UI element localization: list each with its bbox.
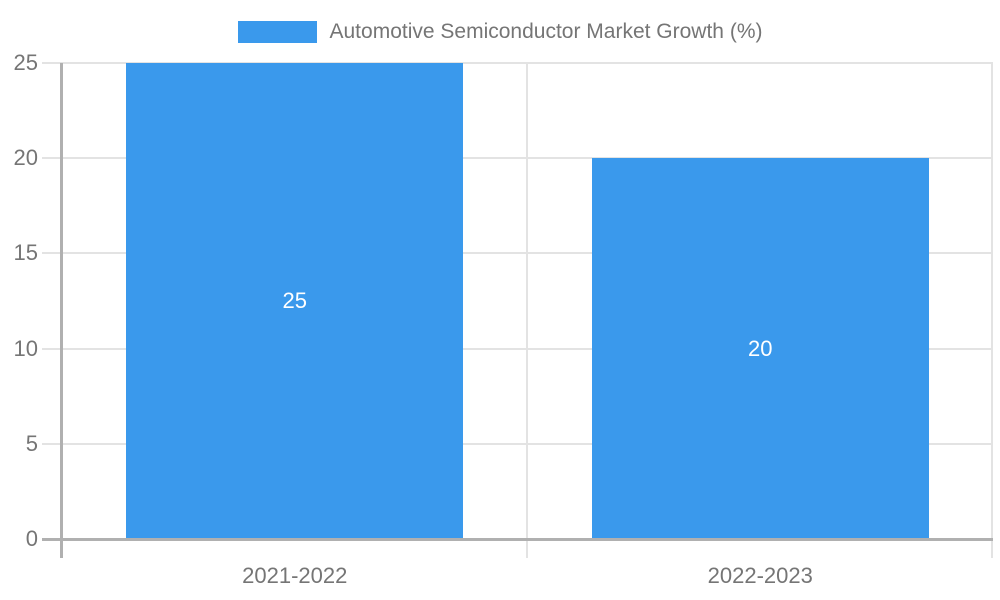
gridline-horizontal xyxy=(62,442,993,445)
chart-legend[interactable]: Automotive Semiconductor Market Growth (… xyxy=(0,21,1000,43)
legend-label: Automotive Semiconductor Market Growth (… xyxy=(329,20,763,43)
y-axis-tick-label: 10 xyxy=(13,335,38,361)
bar-2021-2022[interactable] xyxy=(126,63,463,539)
gridline-horizontal xyxy=(62,252,993,255)
y-axis-tick-label: 20 xyxy=(13,145,38,171)
y-axis-tick xyxy=(42,252,62,255)
gridline-horizontal xyxy=(62,62,993,64)
y-axis-tick xyxy=(42,442,62,445)
x-axis-category-label: 2022-2023 xyxy=(707,563,813,588)
y-axis-tick xyxy=(42,347,62,350)
bar-2022-2023[interactable] xyxy=(592,158,929,539)
y-axis-tick xyxy=(42,62,62,64)
y-axis-tick-label: 25 xyxy=(13,50,38,75)
y-axis-tick-label: 5 xyxy=(25,430,38,456)
y-axis-tick-label: 0 xyxy=(25,526,38,551)
x-axis-category-label: 2021-2022 xyxy=(242,563,348,588)
legend-swatch xyxy=(237,21,317,43)
gridline-vertical xyxy=(525,63,528,558)
gridline-vertical xyxy=(991,63,993,558)
bar-value-label: 20 xyxy=(748,335,773,361)
y-axis-tick xyxy=(42,157,62,160)
bar-value-label: 25 xyxy=(282,288,307,313)
x-axis-line xyxy=(42,538,993,541)
y-axis-tick-label: 15 xyxy=(13,240,38,266)
gridline-horizontal xyxy=(62,347,993,350)
gridline-horizontal xyxy=(62,157,993,160)
y-axis-line xyxy=(60,63,63,558)
